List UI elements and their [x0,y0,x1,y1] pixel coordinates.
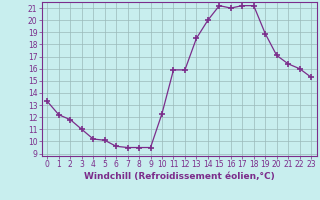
X-axis label: Windchill (Refroidissement éolien,°C): Windchill (Refroidissement éolien,°C) [84,172,275,181]
